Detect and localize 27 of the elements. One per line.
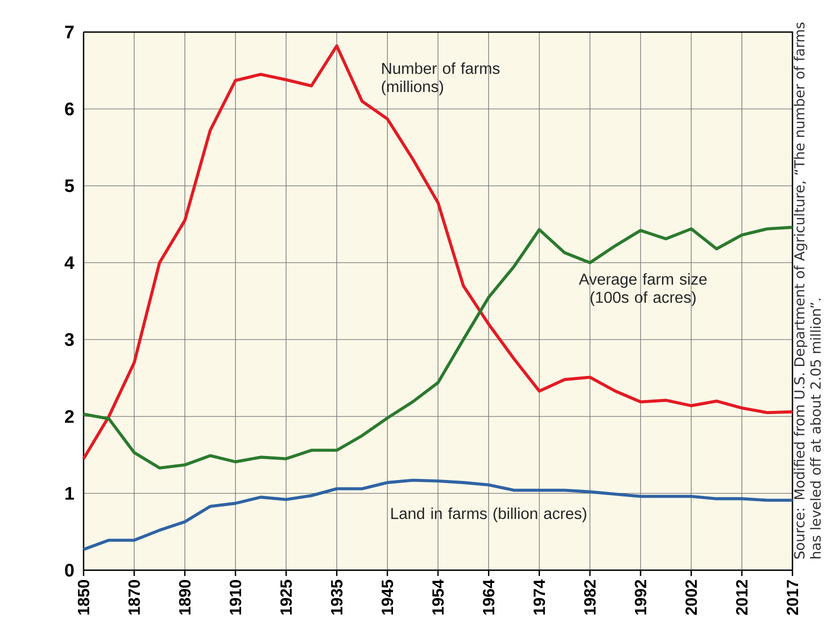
y-tick-label: 2 [64,410,74,423]
x-tick-label: 1910 [230,580,242,615]
y-tick-label: 4 [64,256,74,270]
source-note: Source: Modified from U.S. Department of Agriculture, “The number of farms has leveled off at about 2.05 million”. [794,22,821,559]
y-tick-label: 0 [65,564,74,577]
x-tick-label: 1890 [179,580,191,615]
x-tick-label: 1850 [78,580,90,615]
y-tick-label: 5 [64,180,74,192]
x-tick-label: 2002 [685,580,697,616]
line-series [82,226,794,470]
x-tick-label: 1982 [584,580,596,615]
x-tick-label: 1954 [432,580,444,615]
series-label: Land in farms (billion acres) [391,508,586,522]
y-tick-label: 1 [65,487,74,500]
x-tick-label: 1945 [382,580,394,615]
x-tick-label: 1925 [280,580,292,615]
x-tick-label: 1992 [634,580,646,615]
x-tick-label: 1870 [128,580,140,615]
x-tick-label: 1974 [534,580,546,615]
x-tick-label: 2012 [736,580,748,616]
x-tick-label: 1935 [330,580,343,615]
x-tick-label: 1964 [482,580,494,615]
x-tick-label: 2017 [786,580,798,616]
y-tick-label: 7 [65,26,74,38]
line-series [82,44,794,460]
y-tick-label: 3 [64,333,74,346]
y-tick-label: 6 [64,102,74,116]
